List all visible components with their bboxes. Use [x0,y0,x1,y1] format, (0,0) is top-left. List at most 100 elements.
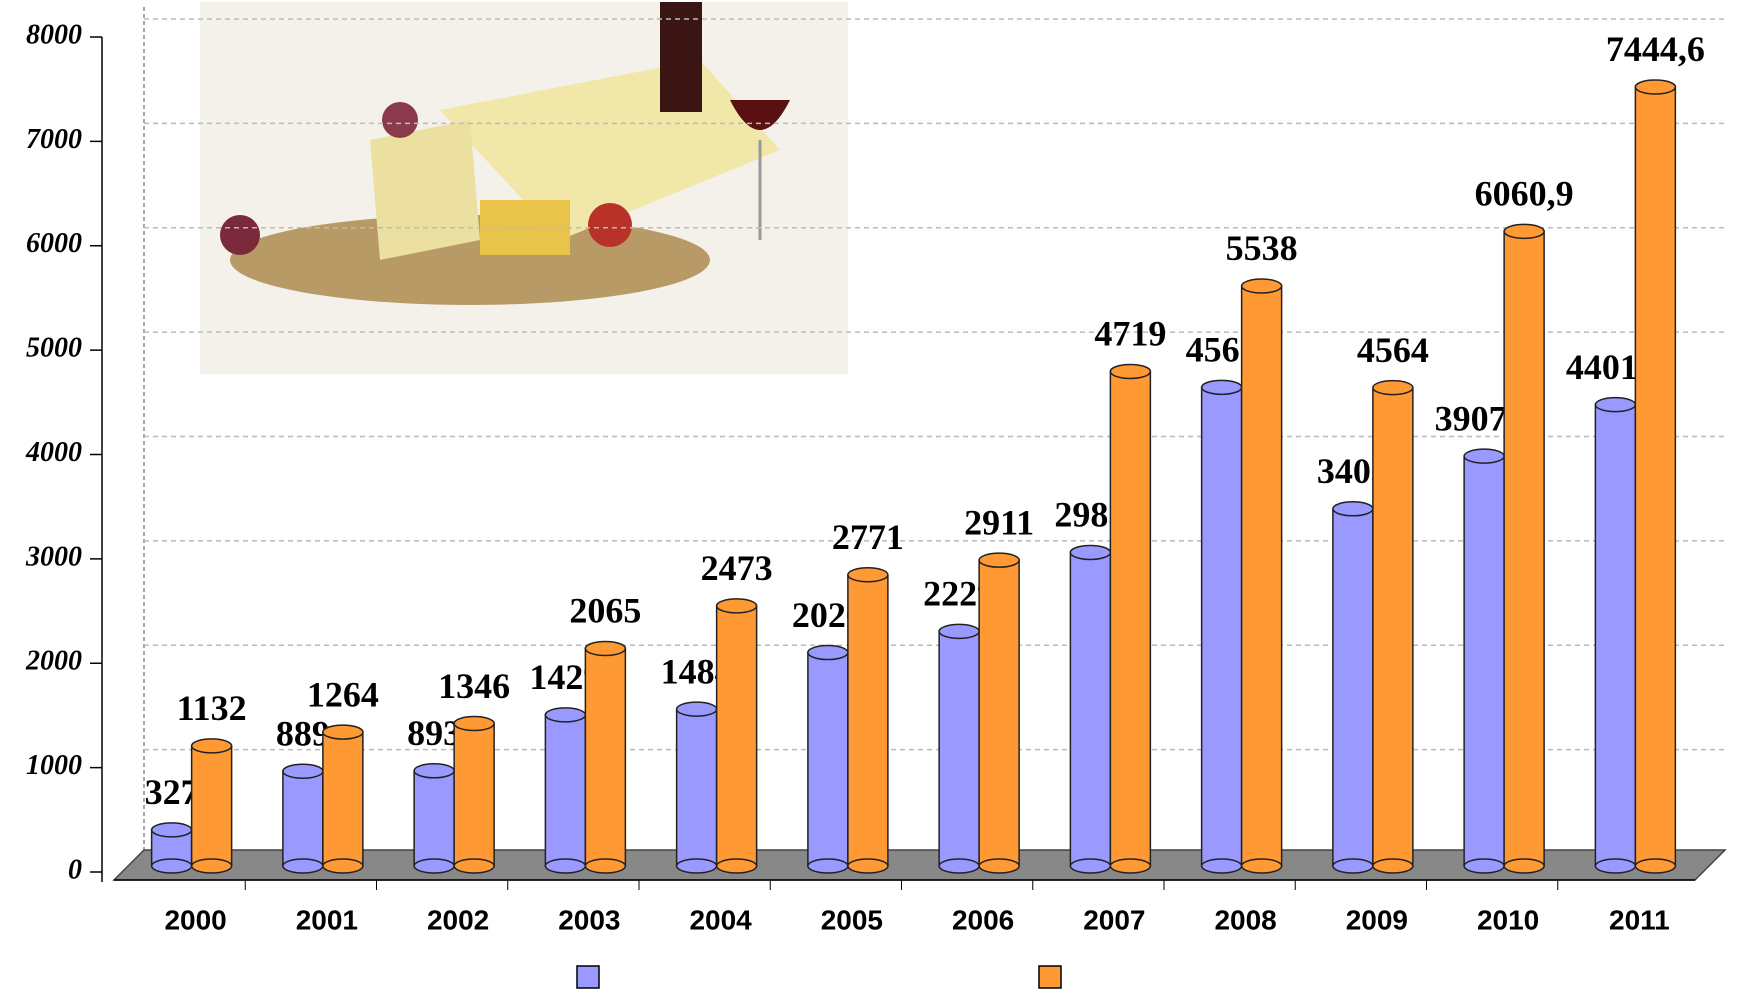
y-tick-label: 1000 [26,750,82,781]
bar-base [150,858,193,874]
y-tick-label: 3000 [25,541,82,572]
bar [675,708,718,867]
value-label: 2065 [569,591,641,631]
bar-base [938,858,980,874]
bar-cap [1634,79,1677,95]
bar-cap [544,707,587,723]
x-tick-label: 2011 [1609,904,1670,935]
bar-cap [1463,448,1505,464]
bar-cap [675,701,718,717]
bar-base [847,858,889,874]
bar-cap [282,763,324,779]
bar [807,651,849,867]
x-tick-label: 2002 [427,904,489,935]
bar-cap [978,552,1020,568]
bar [1503,230,1545,867]
value-label: 1264 [307,674,379,714]
bar [938,630,980,867]
x-tick-label: 2001 [296,904,358,935]
value-label: 4564 [1357,330,1429,370]
value-label: 893 [407,713,461,753]
value-label: 5538 [1226,228,1298,268]
bar-cap [807,644,849,661]
value-label: 2911 [964,502,1034,542]
y-tick-label: 5000 [26,333,82,364]
bar-cap [1200,379,1243,396]
bar [282,770,324,867]
x-tick-label: 2009 [1346,904,1408,935]
legend-swatch [1038,965,1062,989]
x-tick-label: 2000 [164,904,226,935]
bar-base [413,858,455,874]
bar-cap [150,822,193,838]
bar [1240,285,1283,867]
x-tick-label: 2007 [1083,904,1145,935]
bar-cap [190,738,233,754]
bar-cap [453,715,495,732]
bar [978,559,1020,867]
y-tick-label: 2000 [25,646,82,677]
bar-cap [715,598,758,614]
bar-base [1634,858,1677,874]
y-tick-label: 7000 [26,124,82,155]
legend-swatch [576,965,600,989]
bar-base [1372,858,1414,874]
bar-cap [1069,544,1112,561]
bar-base [190,858,233,874]
bar-cap [584,640,627,657]
x-tick-label: 2010 [1477,904,1539,935]
bar-cap [322,724,364,740]
bar-base [1332,858,1374,874]
bar-cap [1372,379,1414,396]
value-label: 327 [145,772,199,812]
bar-base [1200,858,1243,874]
bar-base [322,858,364,874]
bar [544,714,587,867]
bar-base [1240,858,1283,874]
bar-cap [1503,223,1545,240]
bar-base [1069,858,1112,874]
y-tick-label: 6000 [26,228,82,259]
bar [1463,455,1505,867]
x-tick-label: 2003 [558,904,620,935]
y-tick-label: 0 [68,854,82,885]
bar-cap [1332,501,1374,517]
bar [413,770,455,867]
y-tick-label: 8000 [26,19,82,50]
y-tick-label: 4000 [25,437,82,468]
value-label: 2473 [701,548,773,588]
bar-base [1109,858,1152,874]
bar-base [453,858,495,874]
bar-cap [847,567,889,583]
value-label: 2771 [832,517,904,557]
bar [1634,86,1677,867]
bar [584,647,627,867]
x-tick-label: 2008 [1214,904,1276,935]
bar [1069,551,1112,867]
bar [1200,386,1243,867]
value-label: 4719 [1094,314,1166,354]
bar-base [978,858,1020,874]
bar [1594,403,1637,867]
bar [847,574,889,867]
photo [200,2,848,374]
bar-cap [413,763,455,779]
bar-base [715,858,758,874]
bar-cap [1240,278,1283,294]
bar-base [544,858,587,874]
bar [715,605,758,867]
bar-base [1503,858,1545,874]
bar [1332,508,1374,867]
bar-base [282,858,324,874]
x-tick-label: 2006 [952,904,1014,935]
bar-base [675,858,718,874]
value-label: 1346 [438,666,510,706]
value-label: 889 [276,713,330,753]
value-label: 1132 [177,688,247,728]
bar [322,731,364,867]
bar [453,722,495,867]
value-label: 6060,9 [1475,174,1574,214]
x-tick-label: 2005 [821,904,883,935]
bar-base [1594,858,1637,874]
